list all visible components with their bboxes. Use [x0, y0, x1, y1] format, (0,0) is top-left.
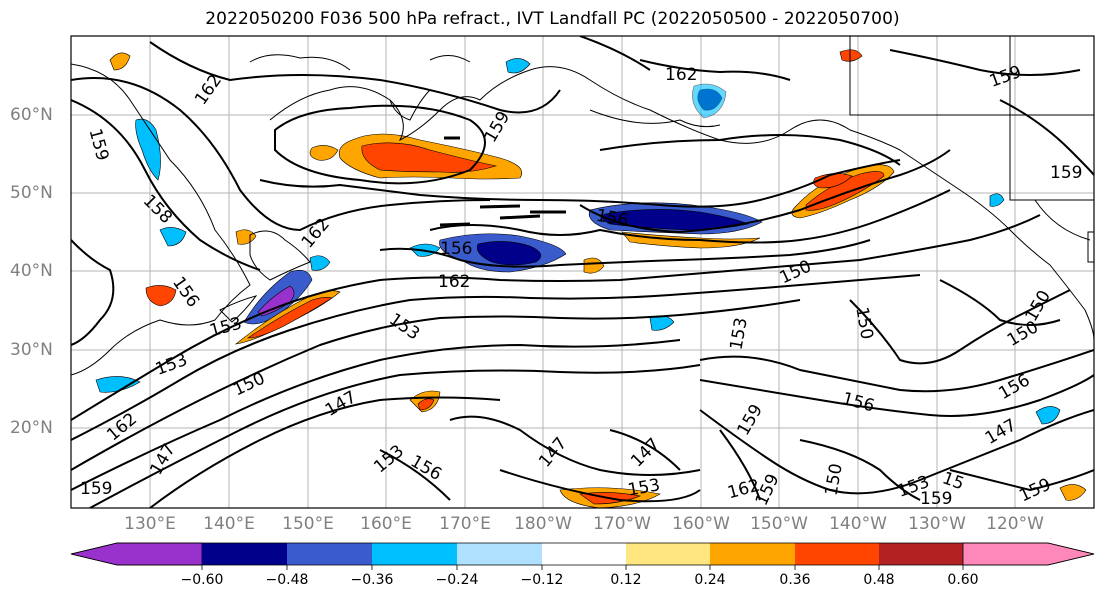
- colorbar-tick-label: 0.36: [779, 572, 811, 588]
- colorbar-extend-high: [962, 542, 1095, 566]
- contour-label: 156: [440, 239, 472, 259]
- longitude-label: 150°W: [750, 514, 808, 534]
- longitude-label: 130°E: [124, 514, 176, 534]
- colorbar-extend-low: [70, 542, 203, 566]
- colorbar-segment: [542, 543, 626, 565]
- latitude-label: 30°N: [10, 340, 53, 360]
- map-title: 2022050200 F036 500 hPa refract., IVT La…: [205, 9, 900, 29]
- latitude-label: 40°N: [10, 261, 53, 281]
- longitude-label: 140°W: [829, 514, 887, 534]
- colorbar-segment: [795, 543, 879, 565]
- map-panel: 162 162 159 159 159 159 158 162 156 156 …: [71, 36, 1094, 509]
- colorbar-segment: [626, 543, 710, 565]
- contour-label: 159: [80, 479, 112, 499]
- longitude-label: 170°W: [593, 514, 651, 534]
- colorbar-tick-label: −0.48: [265, 572, 309, 588]
- colorbar-tick-label: 0.24: [694, 572, 726, 588]
- colorbar-tick-label: 0.60: [947, 572, 979, 588]
- colorbar-tick-label: −0.60: [180, 572, 224, 588]
- contour-label: 159: [1050, 163, 1082, 183]
- longitude-label: 180°W: [514, 514, 572, 534]
- colorbar-tick-label: 0.12: [610, 572, 642, 588]
- colorbar: [70, 542, 1095, 570]
- colorbar-segment: [287, 543, 372, 565]
- colorbar-segment: [372, 543, 457, 565]
- colorbar-tick-label: −0.36: [350, 572, 394, 588]
- refractivity-contours: [71, 36, 1094, 508]
- longitude-label: 160°W: [672, 514, 730, 534]
- colorbar-segment: [710, 543, 795, 565]
- contour-label: 162: [438, 272, 470, 292]
- latitude-label: 20°N: [10, 418, 53, 438]
- jet-fragments: [439, 136, 566, 227]
- contour-label: 159: [920, 489, 952, 509]
- contour-label: 162: [665, 65, 697, 85]
- latitude-label: 50°N: [10, 183, 53, 203]
- longitude-label: 160°E: [360, 514, 412, 534]
- colorbar-tick-label: −0.12: [520, 572, 564, 588]
- coastlines: [71, 36, 1094, 376]
- latitude-label: 60°N: [10, 105, 53, 125]
- colorbar-tick-label: −0.24: [435, 572, 479, 588]
- colorbar-segment: [202, 543, 287, 565]
- longitude-label: 140°E: [203, 514, 255, 534]
- colorbar-tick-label: 0.48: [863, 572, 895, 588]
- map-frame: [70, 35, 1095, 509]
- longitude-label: 150°E: [282, 514, 334, 534]
- longitude-label: 120°W: [986, 514, 1044, 534]
- colorbar-segment: [457, 543, 542, 565]
- colorbar-segment: [879, 543, 963, 565]
- longitude-label: 130°W: [908, 514, 966, 534]
- longitude-label: 170°E: [439, 514, 491, 534]
